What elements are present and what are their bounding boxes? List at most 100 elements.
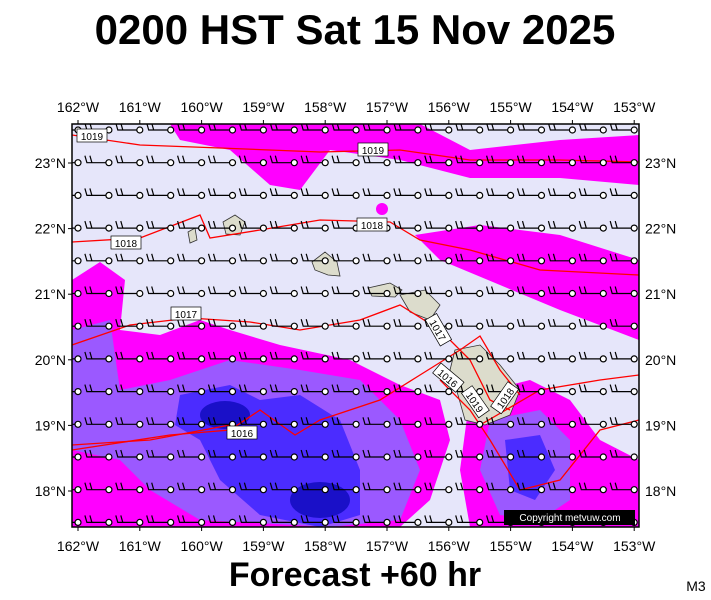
isobar-label: 1018: [356, 217, 388, 232]
station: [74, 453, 82, 461]
lon-label: 156°W: [428, 538, 471, 554]
station: [259, 518, 267, 527]
barb: [424, 220, 446, 229]
barb: [486, 253, 508, 262]
barb: [455, 286, 477, 295]
barb: [362, 384, 384, 393]
station: [568, 159, 577, 167]
barb: [177, 515, 199, 523]
barb: [331, 286, 354, 295]
isobar-label-box: [490, 381, 520, 415]
barb: [177, 319, 199, 327]
station: [259, 388, 267, 396]
barb: [300, 220, 323, 229]
station: [352, 486, 360, 494]
station: [599, 126, 607, 134]
station: [136, 518, 144, 527]
station: [476, 420, 484, 428]
isobar-label-box: [460, 385, 490, 419]
station: [599, 453, 607, 461]
isobar-label-box: [357, 142, 389, 157]
station: [74, 289, 82, 298]
barb: [84, 384, 106, 393]
barb: [424, 384, 446, 393]
station: [198, 355, 206, 363]
station: [321, 322, 329, 330]
station: [105, 224, 113, 232]
station: [599, 289, 607, 298]
station: [321, 420, 329, 428]
station: [537, 322, 546, 330]
barb: [362, 188, 384, 196]
barb: [115, 286, 137, 295]
barb: [177, 155, 199, 164]
barb: [486, 482, 508, 491]
barb: [393, 286, 415, 295]
station: [290, 224, 298, 232]
station: [507, 322, 515, 330]
barb: [238, 417, 261, 425]
copyright: Copyright metvuw.com: [519, 513, 620, 524]
barb: [393, 351, 415, 360]
lat-label: 22°N: [645, 221, 676, 237]
barb: [331, 417, 354, 425]
station: [198, 486, 206, 494]
station: [537, 355, 546, 363]
station: [537, 453, 546, 461]
barb: [486, 351, 508, 360]
barb: [424, 286, 446, 295]
barb: [393, 253, 415, 262]
lon-label: 153°W: [613, 538, 656, 554]
station: [568, 355, 577, 363]
barb: [84, 417, 106, 425]
isobar-label-box: [226, 425, 258, 440]
barb: [238, 319, 261, 327]
barb: [331, 515, 354, 523]
barb: [455, 155, 477, 164]
barb: [547, 286, 570, 295]
station: [259, 257, 267, 265]
station: [476, 224, 484, 232]
station: [259, 191, 267, 199]
station: [321, 388, 329, 396]
barb: [115, 253, 137, 262]
station: [568, 289, 577, 298]
station: [228, 355, 237, 363]
barb: [269, 417, 292, 425]
station: [383, 518, 391, 527]
barb: [609, 155, 632, 164]
station: [105, 518, 113, 527]
station: [383, 420, 391, 428]
station: [228, 322, 237, 330]
barb: [486, 188, 508, 196]
station: [507, 126, 515, 134]
barb: [269, 351, 292, 360]
barb: [238, 155, 261, 164]
station: [290, 388, 298, 396]
barb: [547, 220, 570, 229]
station: [167, 257, 175, 265]
barb: [547, 482, 570, 491]
barb: [362, 417, 384, 425]
station: [321, 486, 329, 494]
barb: [238, 286, 261, 295]
station: [599, 224, 607, 232]
station: [321, 257, 329, 265]
barb: [516, 220, 539, 229]
station: [383, 355, 391, 363]
station: [414, 289, 422, 298]
station: [507, 191, 515, 199]
station: [445, 257, 453, 265]
station: [383, 191, 391, 199]
station: [445, 159, 453, 167]
barb: [115, 449, 137, 458]
station: [630, 322, 638, 330]
barb: [177, 482, 199, 491]
station: [167, 420, 175, 428]
station: [136, 322, 144, 330]
station: [507, 453, 515, 461]
barb: [177, 351, 199, 360]
station: [228, 126, 237, 134]
station: [74, 420, 82, 428]
lon-label: 160°W: [181, 538, 224, 554]
